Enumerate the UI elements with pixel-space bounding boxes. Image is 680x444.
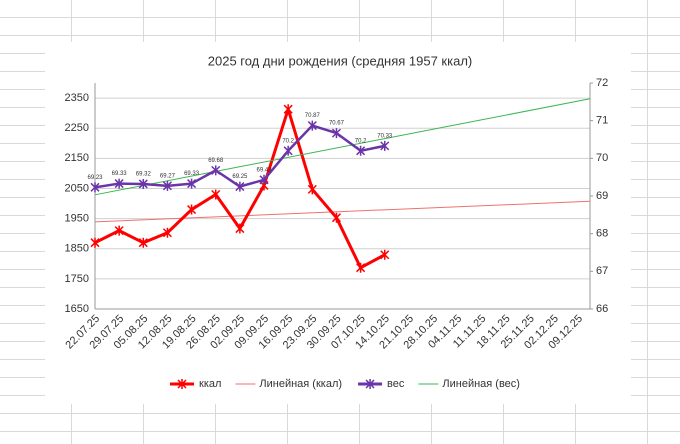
y2-tick-label: 66 [596, 303, 608, 315]
legend-label: Линейная (ккал) [259, 378, 342, 390]
marker [187, 204, 197, 215]
marker [380, 140, 390, 151]
y2-tick-label: 70 [596, 152, 608, 164]
marker [162, 180, 172, 191]
marker [356, 262, 366, 273]
marker [114, 225, 124, 236]
value-label: 70.87 [305, 113, 321, 119]
value-label: 69.23 [87, 175, 103, 181]
marker [331, 212, 341, 223]
marker [283, 104, 293, 115]
marker [380, 249, 390, 260]
value-label: 69.68 [208, 158, 224, 164]
y2-tick-label: 68 [596, 228, 608, 240]
marker [162, 227, 172, 238]
value-label: 70.33 [377, 133, 393, 139]
y-tick-label: 1650 [65, 303, 89, 315]
marker [235, 223, 245, 234]
marker [307, 120, 317, 131]
marker [235, 181, 245, 192]
legend-marker [365, 379, 375, 389]
y2-tick-label: 69 [596, 190, 608, 202]
value-label: 70.2 [282, 138, 294, 144]
marker [138, 178, 148, 189]
trendline [94, 200, 591, 223]
marker [138, 237, 148, 248]
value-label: 69.33 [184, 171, 200, 177]
marker [307, 184, 317, 195]
marker [356, 145, 366, 156]
y2-tick-label: 71 [596, 115, 608, 127]
y-tick-label: 2050 [65, 182, 89, 194]
marker [259, 174, 269, 185]
marker [331, 128, 341, 139]
marker [187, 178, 197, 189]
legend-label: вес [387, 378, 405, 390]
y-tick-label: 2350 [65, 92, 89, 104]
marker [114, 178, 124, 189]
y2-tick-label: 67 [596, 265, 608, 277]
y-tick-label: 1750 [65, 273, 89, 285]
value-label: 69.25 [232, 174, 248, 180]
value-label: 69.32 [136, 172, 152, 178]
value-label: 70.67 [329, 121, 345, 127]
y2-tick-label: 72 [596, 77, 608, 89]
marker [90, 182, 100, 193]
marker [211, 165, 221, 176]
value-label: 69.33 [112, 171, 128, 177]
chart-title: 2025 год дни рождения (средняя 1957 ккал… [208, 53, 472, 68]
trendline [94, 98, 591, 196]
y-tick-label: 1950 [65, 213, 89, 225]
y-tick-label: 2250 [65, 122, 89, 134]
marker [283, 145, 293, 156]
y-tick-label: 1850 [65, 243, 89, 255]
marker [211, 189, 221, 200]
legend-label: Линейная (вес) [442, 378, 520, 390]
legend-label: ккал [199, 378, 221, 390]
y-tick-label: 2150 [65, 152, 89, 164]
value-label: 69.27 [160, 173, 176, 179]
value-label: 70.2 [355, 138, 367, 144]
marker [90, 237, 100, 248]
value-label: 69.43 [257, 167, 273, 173]
legend-marker [177, 379, 187, 389]
